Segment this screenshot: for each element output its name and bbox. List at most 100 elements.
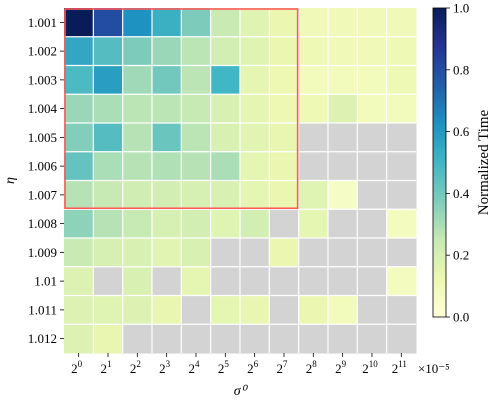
heatmap-cell <box>269 266 300 296</box>
heatmap-cell <box>151 36 182 66</box>
heatmap-cell <box>327 266 358 296</box>
heatmap-cell <box>181 94 212 124</box>
heatmap-cell <box>327 151 358 181</box>
heatmap-cell <box>386 94 417 124</box>
heatmap-cell <box>181 8 212 38</box>
heatmap-cell <box>93 8 124 38</box>
x-tick-label: 28 <box>306 359 318 376</box>
heatmap-cell <box>64 238 94 268</box>
heatmap-cell <box>122 295 153 325</box>
y-tick-label: 1.009 <box>28 245 57 260</box>
heatmap-cell <box>269 238 300 268</box>
heatmap-cell <box>357 123 388 153</box>
heatmap-cell <box>64 266 94 296</box>
colorbar-tick-label: 0.2 <box>453 248 469 263</box>
x-axis-multiplier: ×10⁻⁵ <box>418 361 450 376</box>
heatmap-cell <box>298 324 329 354</box>
heatmap-cell <box>357 238 388 268</box>
heatmap-cell <box>239 65 270 95</box>
heatmap-cell <box>298 123 329 153</box>
heatmap-cell <box>151 123 182 153</box>
heatmap-cell <box>239 36 270 66</box>
heatmap-cell <box>181 295 212 325</box>
cell-grid-lines <box>64 8 416 353</box>
y-tick-label: 1.006 <box>28 159 58 174</box>
y-tick-label: 1.001 <box>28 15 57 30</box>
heatmap-cell <box>327 8 358 38</box>
x-tick-label: 23 <box>159 359 171 376</box>
heatmap-cell <box>298 238 329 268</box>
heatmap-cell <box>269 151 300 181</box>
heatmap-cell <box>64 151 94 181</box>
heatmap-cell <box>181 151 212 181</box>
heatmap-cell <box>269 295 300 325</box>
x-tick-label: 29 <box>335 359 347 376</box>
heatmap-cell <box>122 180 153 210</box>
heatmap-cell <box>93 65 124 95</box>
x-tick-label: 211 <box>392 359 407 376</box>
heatmap-cell <box>357 36 388 66</box>
y-axis-title: η <box>3 177 18 184</box>
heatmap-cell <box>181 266 212 296</box>
heatmap-cell <box>93 180 124 210</box>
heatmap-cell <box>181 209 212 239</box>
heatmap-cell <box>269 94 300 124</box>
heatmap-cell <box>239 94 270 124</box>
heatmap-cell <box>151 65 182 95</box>
heatmap-cell <box>93 94 124 124</box>
x-tick-label: 22 <box>130 359 141 376</box>
heatmap-cell <box>210 324 241 354</box>
heatmap-cell <box>93 123 124 153</box>
heatmap-cell <box>122 209 153 239</box>
colorbar <box>432 7 447 318</box>
heatmap-cell <box>269 324 300 354</box>
heatmap-cell <box>151 94 182 124</box>
x-tick-label: 25 <box>218 359 230 376</box>
heatmap-cell <box>93 295 124 325</box>
heatmap-cell <box>181 36 212 66</box>
colorbar-ticks: 0.0 0.2 0.4 0.6 0.8 1.0 <box>446 1 470 325</box>
heatmap-cell <box>93 266 124 296</box>
heatmap-cell <box>210 238 241 268</box>
heatmap-cell <box>210 8 241 38</box>
heatmap-cell <box>239 180 270 210</box>
heatmap-cell <box>210 266 241 296</box>
heatmap-cell <box>122 324 153 354</box>
colorbar-title: Normalized Time <box>476 109 492 215</box>
heatmap-cell <box>298 209 329 239</box>
x-tick-label: 27 <box>276 359 288 376</box>
heatmap-cell <box>298 295 329 325</box>
y-tick-label: 1.005 <box>28 130 57 145</box>
heatmap-cell <box>210 123 241 153</box>
heatmap-cell <box>298 8 329 38</box>
heatmap-cell <box>151 238 182 268</box>
heatmap-cell <box>327 94 358 124</box>
heatmap-cells <box>64 8 417 354</box>
heatmap-cell <box>269 8 300 38</box>
heatmap-cell <box>386 209 417 239</box>
heatmap-cell <box>357 151 388 181</box>
heatmap-cell <box>151 266 182 296</box>
heatmap-cell <box>298 94 329 124</box>
heatmap-cell <box>239 123 270 153</box>
colorbar-tick-label: 0.6 <box>453 124 470 139</box>
heatmap-cell <box>122 238 153 268</box>
heatmap-cell <box>357 209 388 239</box>
heatmap-cell <box>357 8 388 38</box>
y-tick-label: 1.004 <box>28 101 58 116</box>
highlight-region-box <box>64 8 299 210</box>
heatmap-cell <box>64 36 94 66</box>
heatmap-cell <box>386 238 417 268</box>
heatmap-cell <box>327 36 358 66</box>
heatmap-cell <box>151 180 182 210</box>
colorbar-tick-label: 0.8 <box>453 62 469 77</box>
heatmap-cell <box>210 36 241 66</box>
x-tick-label: 26 <box>247 359 259 376</box>
y-tick-label: 1.003 <box>28 72 57 87</box>
heatmap-cell <box>151 295 182 325</box>
heatmap-cell <box>239 151 270 181</box>
heatmap-cell <box>269 180 300 210</box>
x-tick-label: 210 <box>362 359 378 376</box>
heatmap-cell <box>239 324 270 354</box>
x-tick-label: 24 <box>188 359 200 376</box>
